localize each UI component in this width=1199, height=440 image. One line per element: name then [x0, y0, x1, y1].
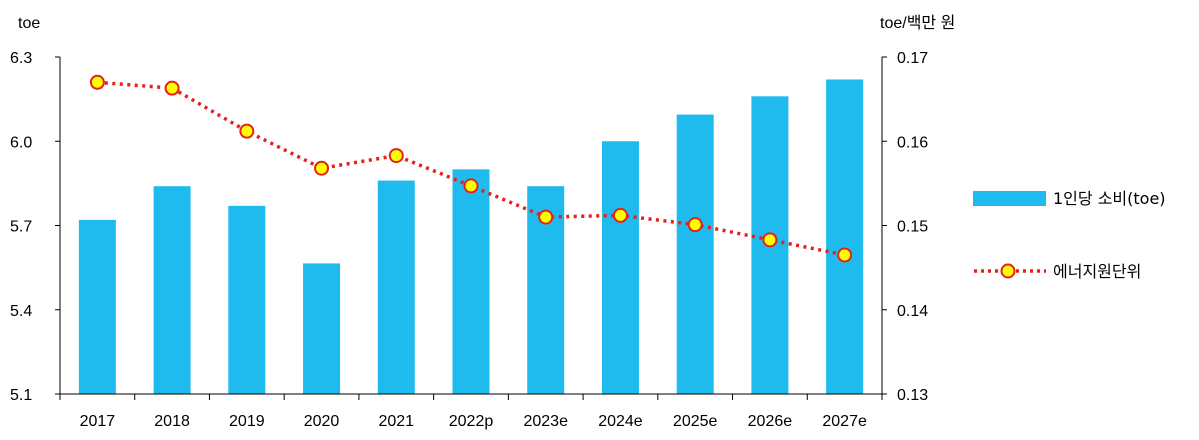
- x-tick-label: 2019: [229, 413, 265, 430]
- x-tick-label: 2027e: [822, 413, 867, 430]
- bar-2021: [377, 180, 415, 394]
- right-tick-label: 0.15: [897, 219, 928, 236]
- x-tick-label: 2023e: [523, 413, 568, 430]
- right-tick-label: 0.16: [897, 134, 928, 151]
- legend-line-marker: [1000, 263, 1016, 279]
- bars-layer: [78, 79, 864, 395]
- left-tick-label: 5.1: [10, 387, 32, 404]
- line-point-2020: [314, 160, 330, 176]
- bar-2019: [228, 205, 266, 394]
- bar-2020: [303, 263, 341, 394]
- x-tick-label: 2018: [154, 413, 190, 430]
- x-tick-label: 2025e: [673, 413, 718, 430]
- left-tick-label: 6.3: [10, 50, 32, 67]
- right-tick-label: 0.13: [897, 387, 928, 404]
- axes-layer: [55, 56, 887, 400]
- line-point-2025e: [687, 217, 703, 233]
- labels-layer: 5.1 5.4 5.7 6.0 6.3 0.13 0.14 0.15 0.16 0.17 2017 2…: [10, 50, 928, 430]
- line-point-2017: [89, 74, 105, 90]
- x-tick-label: 2021: [378, 413, 414, 430]
- x-tick-label: 2024e: [598, 413, 643, 430]
- line-point-2022p: [463, 178, 479, 194]
- line-point-2019: [239, 123, 255, 139]
- bar-2024e: [601, 141, 639, 394]
- line-point-2024e: [612, 207, 628, 223]
- bar-2025e: [676, 114, 714, 394]
- left-tick-label: 5.4: [10, 303, 32, 320]
- left-tick-label: 5.7: [10, 219, 32, 236]
- x-tick-label: 2017: [80, 413, 116, 430]
- legend: 1인당 소비(toe) 에너지원단위: [973, 189, 1166, 281]
- bar-2027e: [826, 79, 864, 394]
- line-point-2018: [164, 80, 180, 96]
- bar-2018: [153, 186, 191, 394]
- line-point-2026e: [762, 232, 778, 248]
- bar-2017: [78, 219, 116, 394]
- left-tick-label: 6.0: [10, 134, 32, 151]
- legend-line-label: 에너지원단위: [1053, 262, 1141, 281]
- line-point-2027e: [837, 247, 853, 263]
- legend-bar-label: 1인당 소비(toe): [1053, 189, 1166, 208]
- line-point-2023e: [538, 209, 554, 225]
- right-tick-label: 0.14: [897, 303, 928, 320]
- legend-bar-swatch: [973, 191, 1046, 206]
- bar-2022p: [452, 169, 490, 394]
- x-tick-label: 2026e: [748, 413, 793, 430]
- x-tick-label: 2022p: [449, 413, 494, 430]
- left-axis-unit-label: toe: [18, 15, 40, 32]
- line-layer: [89, 74, 853, 263]
- right-tick-label: 0.17: [897, 50, 928, 67]
- x-tick-label: 2020: [304, 413, 340, 430]
- right-axis-unit-label: toe/백만 원: [880, 14, 955, 32]
- line-point-2021: [388, 148, 404, 164]
